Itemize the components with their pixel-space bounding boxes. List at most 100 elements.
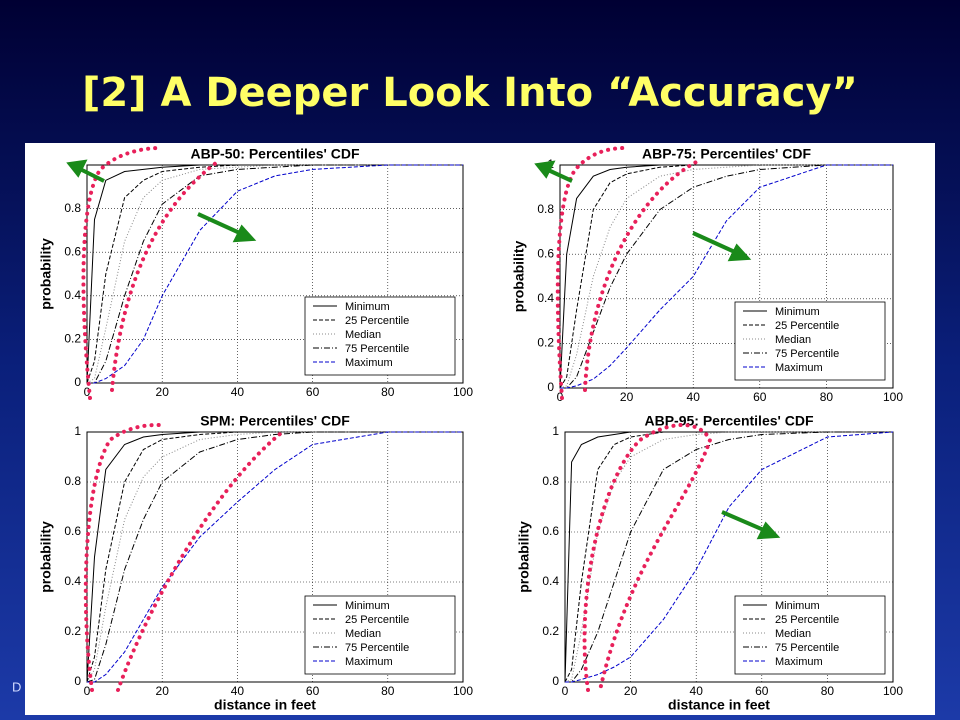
- y-axis-label: probability: [38, 238, 54, 310]
- chart-title: SPM: Percentiles' CDF: [200, 413, 350, 429]
- series-line: [565, 431, 893, 683]
- x-tick-label: 20: [620, 390, 634, 404]
- x-tick-label: 60: [306, 684, 320, 698]
- legend-label: Minimum: [345, 301, 390, 313]
- x-tick-label: 80: [381, 684, 395, 698]
- y-tick-label: 0.4: [537, 291, 554, 305]
- y-tick-label: 0.2: [64, 332, 81, 346]
- arrow: [692, 231, 738, 255]
- y-tick-label: 0: [74, 375, 81, 389]
- series-line: [564, 431, 893, 683]
- series-line: [564, 431, 893, 683]
- x-tick-label: 40: [231, 385, 245, 399]
- highlight-curve: [116, 428, 287, 692]
- x-tick-label: 100: [453, 385, 473, 399]
- y-tick-label: 0.8: [537, 202, 554, 216]
- x-tick-label: 100: [883, 684, 903, 698]
- x-tick-label: 60: [306, 385, 320, 399]
- x-tick-label: 0: [562, 684, 569, 698]
- x-tick-label: 80: [821, 684, 835, 698]
- y-tick-label: 1: [552, 424, 559, 438]
- chart-title: ABP-50: Percentiles' CDF: [190, 146, 359, 162]
- legend-label: Maximum: [775, 656, 823, 668]
- legend-label: 75 Percentile: [775, 348, 839, 360]
- chart: 0 20 40 60 80 100 0 0.2 0.4 0.6 0.8 1 ABP-95: Percen…: [516, 413, 904, 713]
- arrows: [66, 159, 781, 540]
- highlight-curve: [555, 146, 627, 400]
- y-tick-label: 0.6: [542, 524, 559, 538]
- arrow-head: [232, 224, 257, 243]
- chart-title: ABP-75: Percentiles' CDF: [642, 146, 811, 162]
- y-axis-label: probability: [516, 521, 532, 593]
- x-tick-label: 100: [883, 390, 903, 404]
- x-tick-label: 20: [156, 385, 170, 399]
- arrow-head: [534, 160, 556, 179]
- x-tick-label: 100: [453, 684, 473, 698]
- y-tick-label: 0: [552, 674, 559, 688]
- legend-box: [734, 301, 886, 381]
- legend-label: Minimum: [775, 600, 820, 612]
- arrow: [77, 166, 105, 183]
- y-tick-label: 0.4: [64, 288, 81, 302]
- arrow: [197, 212, 243, 236]
- legend-label: Median: [345, 628, 381, 640]
- footer: D: [12, 679, 21, 694]
- highlight-curve: [110, 158, 222, 392]
- legend-label: Maximum: [345, 357, 393, 369]
- y-tick-label: 0.2: [64, 624, 81, 638]
- x-tick-label: 60: [753, 390, 767, 404]
- legend-label: 25 Percentile: [775, 614, 839, 626]
- series-line: [564, 431, 893, 683]
- series-line: [87, 164, 463, 384]
- y-tick-label: 0.6: [537, 246, 554, 260]
- x-tick-label: 60: [755, 684, 769, 698]
- x-tick-label: 20: [624, 684, 638, 698]
- y-tick-label: 0.8: [64, 474, 81, 488]
- arrow-head: [727, 243, 752, 262]
- legend-box: [304, 296, 456, 376]
- chart-title: ABP-95: Percentiles' CDF: [644, 413, 813, 429]
- legend-label: 25 Percentile: [345, 315, 409, 327]
- legend-label: Minimum: [775, 306, 820, 318]
- y-tick-label: 0.4: [64, 574, 81, 588]
- annotations: [81, 146, 713, 692]
- legend-label: 25 Percentile: [775, 320, 839, 332]
- series-line: [86, 164, 463, 384]
- x-axis-label: distance in feet: [668, 697, 770, 713]
- series-line: [560, 164, 893, 389]
- y-tick-label: 0: [547, 380, 554, 394]
- series-line: [559, 164, 893, 389]
- x-tick-label: 40: [690, 684, 704, 698]
- series-line: [87, 431, 463, 683]
- legend-label: 25 Percentile: [345, 614, 409, 626]
- x-axis-label: distance in feet: [214, 697, 316, 713]
- x-tick-label: 0: [84, 385, 91, 399]
- y-tick-label: 1: [74, 424, 81, 438]
- highlight-curve: [81, 146, 162, 400]
- chart: 0 20 40 60 80 100 0 0.2 0.4 0.6 0.8 ABP-50: Percent…: [38, 146, 474, 399]
- series-line: [86, 164, 463, 384]
- chart: 0 20 40 60 80 100 0 0.2 0.4 0.6 0.8 1 SPM: Percentil…: [38, 413, 474, 713]
- legend-label: Median: [345, 329, 381, 341]
- series-line: [560, 164, 893, 389]
- y-axis-label: probability: [511, 241, 527, 313]
- legend-label: Median: [775, 628, 811, 640]
- legend-label: Maximum: [775, 362, 823, 374]
- y-tick-label: 0.6: [64, 244, 81, 258]
- y-tick-label: 0.6: [64, 524, 81, 538]
- legend-label: 75 Percentile: [345, 343, 409, 355]
- legend-box: [304, 595, 456, 675]
- series-line: [559, 164, 893, 389]
- arrow-head: [756, 521, 781, 540]
- legend-label: Median: [775, 334, 811, 346]
- series-line: [86, 431, 463, 683]
- y-tick-label: 0.8: [542, 474, 559, 488]
- legend-label: Minimum: [345, 600, 390, 612]
- y-tick-label: 0.2: [542, 624, 559, 638]
- y-tick-label: 0.8: [64, 201, 81, 215]
- arrow: [545, 167, 573, 183]
- y-tick-label: 0.4: [542, 574, 559, 588]
